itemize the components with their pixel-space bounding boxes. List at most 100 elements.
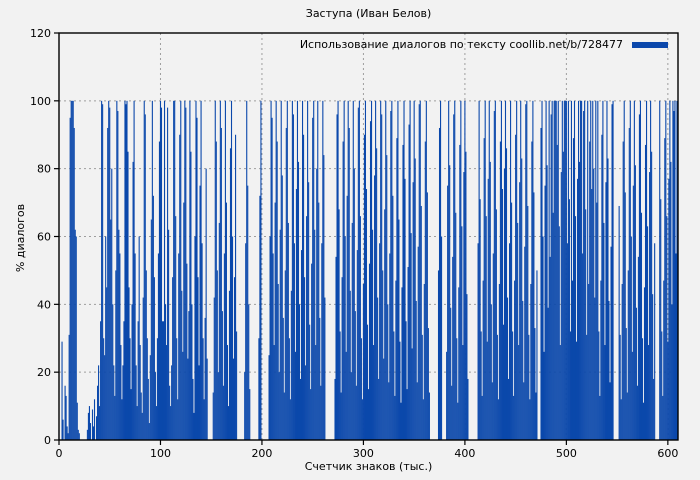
impulse	[524, 246, 526, 440]
impulse	[323, 155, 325, 440]
impulse	[392, 195, 394, 440]
x-tick-label: 600	[657, 447, 678, 460]
x-tick-label: 400	[454, 447, 475, 460]
impulse	[123, 321, 125, 440]
impulse	[555, 100, 557, 440]
impulse	[379, 243, 381, 440]
impulse	[101, 100, 103, 440]
impulse	[359, 216, 361, 440]
impulse	[414, 158, 416, 441]
impulse	[102, 104, 104, 440]
impulse	[226, 345, 228, 440]
impulse	[173, 100, 175, 440]
impulse	[647, 226, 649, 440]
impulse	[86, 429, 88, 440]
impulse	[122, 365, 124, 440]
impulse	[428, 392, 430, 440]
impulse	[357, 107, 359, 441]
impulse	[530, 283, 532, 440]
impulse	[295, 189, 297, 440]
impulse	[386, 155, 388, 440]
impulse	[191, 304, 193, 440]
impulse	[460, 100, 462, 440]
impulse	[546, 165, 548, 440]
impulse	[367, 389, 370, 441]
impulse	[525, 104, 527, 440]
impulse	[117, 111, 119, 440]
impulse	[321, 243, 323, 440]
y-tick-label: 20	[37, 366, 51, 379]
impulse	[383, 358, 385, 440]
impulse	[507, 378, 510, 440]
impulse	[272, 253, 274, 440]
impulse	[606, 100, 608, 440]
impulse	[510, 100, 512, 440]
impulse	[133, 100, 135, 440]
impulse	[506, 297, 509, 440]
impulse	[281, 175, 283, 440]
impulse	[276, 141, 278, 440]
impulse	[294, 351, 296, 440]
impulse	[347, 100, 349, 440]
impulse	[488, 100, 490, 440]
impulse	[368, 263, 371, 440]
chart-title: Заступа (Иван Белов)	[305, 7, 432, 20]
impulse	[604, 345, 606, 440]
impulse	[464, 100, 466, 440]
impulse	[260, 100, 262, 440]
impulse	[664, 138, 666, 440]
impulse	[659, 100, 661, 440]
impulse	[481, 395, 483, 440]
impulse	[309, 324, 311, 440]
impulse	[423, 283, 425, 440]
impulse	[603, 222, 605, 440]
impulse	[578, 100, 580, 440]
impulse	[455, 212, 457, 440]
impulse	[348, 127, 350, 440]
impulse	[273, 345, 275, 440]
impulse	[387, 304, 389, 440]
impulse	[494, 100, 496, 440]
impulse	[180, 100, 182, 440]
impulse	[365, 189, 368, 440]
impulse	[227, 406, 230, 440]
impulse	[220, 127, 222, 440]
impulse	[554, 100, 556, 440]
impulse	[640, 212, 643, 440]
impulse	[310, 389, 312, 441]
impulse	[545, 100, 547, 440]
impulse	[454, 100, 456, 440]
impulse	[149, 355, 151, 440]
impulse	[193, 412, 195, 440]
impulse	[113, 365, 115, 440]
impulse	[268, 355, 270, 440]
impulse	[142, 297, 144, 440]
impulse	[322, 100, 324, 440]
impulse	[533, 192, 535, 440]
impulse	[174, 100, 176, 440]
impulse	[346, 195, 348, 440]
impulse	[305, 365, 307, 440]
impulse	[223, 253, 225, 440]
impulse	[598, 331, 600, 440]
impulse	[495, 209, 497, 440]
impulse	[575, 341, 578, 440]
impulse	[674, 100, 676, 440]
impulse	[297, 161, 300, 440]
impulse	[339, 331, 341, 440]
impulse	[290, 290, 292, 440]
impulse	[129, 338, 131, 440]
impulse	[437, 270, 440, 440]
impulse	[534, 328, 536, 440]
impulse	[135, 365, 137, 440]
impulse	[448, 100, 450, 440]
impulse	[482, 280, 484, 440]
impulse	[390, 111, 392, 440]
impulse	[405, 321, 407, 440]
impulse	[558, 226, 560, 440]
impulse	[550, 114, 552, 441]
impulse	[672, 100, 674, 440]
impulse	[568, 199, 570, 440]
impulse	[221, 311, 223, 440]
